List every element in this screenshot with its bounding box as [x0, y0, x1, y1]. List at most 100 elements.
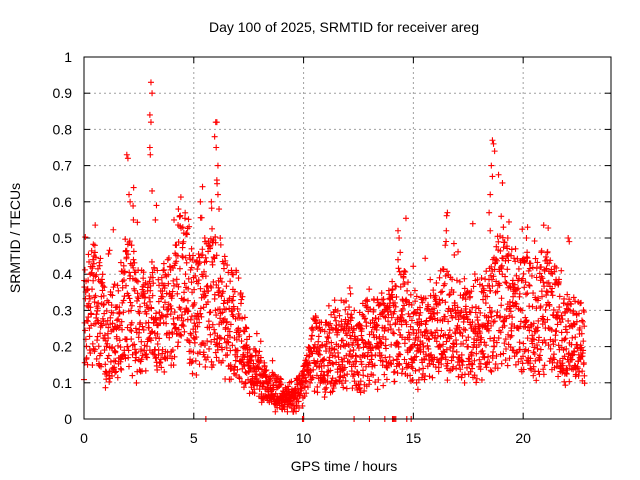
data-point [149, 292, 156, 299]
data-point [410, 263, 417, 270]
data-point [555, 342, 562, 349]
data-point [575, 372, 582, 379]
data-point [294, 395, 301, 402]
data-point [395, 227, 402, 234]
data-point [386, 353, 393, 360]
data-point [484, 293, 491, 300]
data-point [480, 287, 487, 294]
data-point [130, 202, 137, 209]
data-point [441, 280, 448, 287]
data-point [329, 375, 336, 382]
data-point [315, 333, 322, 340]
data-point [538, 247, 545, 254]
chart-title: Day 100 of 2025, SRMTID for receiver are… [209, 19, 479, 35]
data-point [490, 140, 497, 147]
data-point [125, 292, 132, 299]
data-point [464, 316, 471, 323]
data-point [166, 334, 173, 341]
data-point [227, 278, 234, 285]
data-point [494, 288, 501, 295]
data-point [570, 308, 577, 315]
x-axis-label: GPS time / hours [291, 458, 398, 474]
data-point [238, 338, 245, 345]
data-point [498, 213, 505, 220]
data-point [169, 288, 176, 295]
data-point [91, 249, 98, 256]
data-point [512, 245, 519, 252]
data-point [153, 317, 160, 324]
data-point [439, 288, 446, 295]
data-point [535, 295, 542, 302]
data-point [564, 329, 571, 336]
data-point [579, 368, 586, 375]
data-point [331, 297, 338, 304]
data-point [161, 282, 168, 289]
data-point [489, 276, 496, 283]
data-point [147, 119, 154, 126]
data-point [211, 326, 218, 333]
data-point [408, 317, 415, 324]
data-point [348, 311, 355, 318]
data-point [369, 344, 376, 351]
data-point [539, 275, 546, 282]
data-point [530, 363, 537, 370]
data-point [314, 383, 321, 390]
data-point [116, 337, 123, 344]
data-point [318, 368, 325, 375]
data-point [388, 291, 395, 298]
data-point [218, 278, 225, 285]
data-point [389, 286, 396, 293]
data-point [229, 297, 236, 304]
data-point [177, 306, 184, 313]
data-point [509, 299, 516, 306]
data-point [505, 257, 512, 264]
data-point [102, 384, 109, 391]
data-point [97, 330, 104, 337]
data-point [135, 295, 142, 302]
data-point [491, 318, 498, 325]
data-point [99, 271, 106, 278]
data-point [487, 287, 494, 294]
data-point [507, 344, 514, 351]
data-point [250, 381, 257, 388]
data-point [128, 307, 135, 314]
data-point [497, 351, 504, 358]
data-point [486, 304, 493, 311]
data-point [195, 250, 202, 257]
data-point [513, 272, 520, 279]
data-point [188, 332, 195, 339]
data-point [520, 340, 527, 347]
data-point [223, 306, 230, 313]
data-point [550, 306, 557, 313]
data-point [100, 283, 107, 290]
data-point [226, 328, 233, 335]
data-point [517, 346, 524, 353]
data-point [210, 361, 217, 368]
data-point [94, 305, 101, 312]
data-point [145, 324, 152, 331]
data-point [342, 377, 349, 384]
data-point [85, 277, 92, 284]
data-point [536, 352, 543, 359]
data-point [191, 286, 198, 293]
data-point [374, 386, 381, 393]
data-point [240, 384, 247, 391]
data-point [213, 119, 220, 126]
data-point [133, 349, 140, 356]
data-point [341, 364, 348, 371]
data-point [203, 258, 210, 265]
data-point [177, 331, 184, 338]
data-point [496, 282, 503, 289]
data-point [185, 216, 192, 223]
data-point [521, 258, 528, 265]
data-point [204, 338, 211, 345]
data-point [350, 327, 357, 334]
data-point [123, 247, 130, 254]
data-point [396, 360, 403, 367]
data-point [335, 354, 342, 361]
data-point [199, 246, 206, 253]
data-point [177, 194, 184, 201]
data-point [466, 308, 473, 315]
data-point [303, 378, 310, 385]
data-point [373, 321, 380, 328]
